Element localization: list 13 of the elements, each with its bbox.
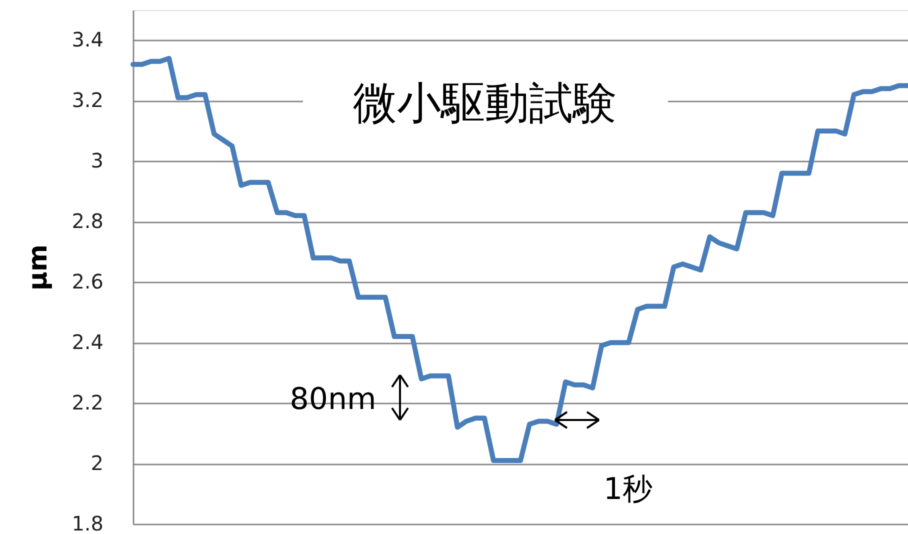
text: 微小駆動試験 [353, 78, 617, 129]
y-tick-label: 2.6 [72, 270, 104, 294]
y-tick-label: 3.2 [72, 88, 104, 112]
y-axis-title: μm [24, 244, 54, 291]
annotation: 1秒 [603, 472, 653, 507]
y-tick-label: 1.8 [72, 512, 104, 534]
annotation: 80nm [290, 382, 376, 417]
y-tick-label: 3 [90, 148, 104, 173]
y-tick-label: 2 [90, 451, 104, 476]
y-tick-label: 3.4 [72, 28, 104, 52]
y-tick-label: 2.2 [72, 390, 104, 415]
y-tick-label: 2.8 [72, 209, 104, 234]
y-tick-label: 2.4 [72, 330, 104, 354]
